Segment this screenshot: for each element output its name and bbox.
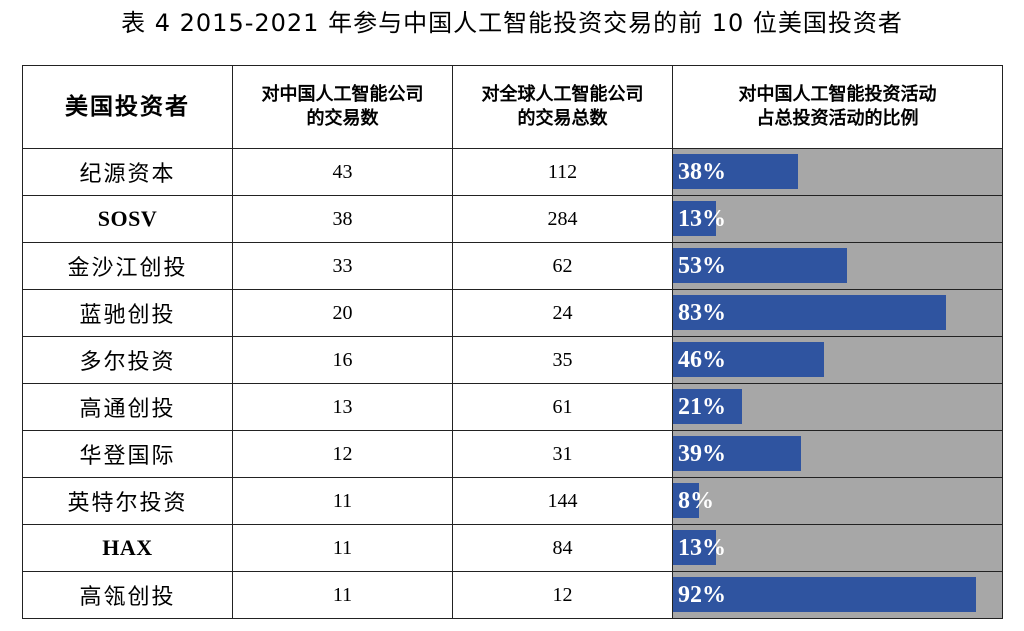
global-deals-value: 284	[452, 195, 673, 243]
share-bar-track: 53%	[672, 242, 1003, 290]
header-china-deals: 对中国人工智能公司 的交易数	[232, 65, 453, 149]
table-row: 纪源资本 43 112 38%	[22, 148, 1003, 196]
investor-name: 蓝驰创投	[22, 289, 233, 337]
china-deals-value: 43	[232, 148, 453, 196]
investor-name: HAX	[22, 524, 233, 572]
china-deals-value: 13	[232, 383, 453, 431]
share-label: 8%	[678, 487, 714, 514]
share-bar-track: 13%	[672, 195, 1003, 243]
share-bar-track: 46%	[672, 336, 1003, 384]
header-ratio-line2: 占总投资活动的比例	[756, 108, 919, 129]
header-china-deals-line2: 的交易数	[306, 108, 379, 129]
share-bar	[673, 577, 976, 612]
investor-name: 多尔投资	[22, 336, 233, 384]
china-deals-value: 38	[232, 195, 453, 243]
header-china-deals-line1: 对中国人工智能公司	[261, 84, 424, 105]
investor-name: 英特尔投资	[22, 477, 233, 525]
global-deals-value: 84	[452, 524, 673, 572]
investor-name: SOSV	[22, 195, 233, 243]
share-bar	[673, 436, 802, 471]
global-deals-value: 35	[452, 336, 673, 384]
table-row: HAX 11 84 13%	[22, 524, 1003, 572]
share-bar	[673, 201, 716, 236]
table-row: 金沙江创投 33 62 53%	[22, 242, 1003, 290]
china-deals-value: 11	[232, 571, 453, 619]
global-deals-value: 61	[452, 383, 673, 431]
share-label: 92%	[678, 581, 726, 608]
global-deals-value: 24	[452, 289, 673, 337]
global-deals-value: 144	[452, 477, 673, 525]
table-row: SOSV 38 284 13%	[22, 195, 1003, 243]
china-deals-value: 11	[232, 477, 453, 525]
table-row: 高瓴创投 11 12 92%	[22, 571, 1003, 619]
investor-table: 美国投资者 对中国人工智能公司 的交易数 对全球人工智能公司 的交易总数 对中国…	[22, 65, 1003, 619]
share-bar	[673, 483, 700, 518]
share-label: 53%	[678, 252, 726, 279]
global-deals-value: 31	[452, 430, 673, 478]
share-label: 39%	[678, 440, 726, 467]
china-deals-value: 33	[232, 242, 453, 290]
share-bar-track: 92%	[672, 571, 1003, 619]
header-global-deals-line2: 的交易总数	[517, 108, 608, 129]
global-deals-value: 62	[452, 242, 673, 290]
table-row: 高通创投 13 61 21%	[22, 383, 1003, 431]
share-bar-track: 13%	[672, 524, 1003, 572]
share-label: 83%	[678, 299, 726, 326]
investor-name: 纪源资本	[22, 148, 233, 196]
share-label: 38%	[678, 158, 726, 185]
share-bar-track: 21%	[672, 383, 1003, 431]
header-ratio-line1: 对中国人工智能投资活动	[738, 84, 937, 105]
share-bar	[673, 342, 825, 377]
table-row: 华登国际 12 31 39%	[22, 430, 1003, 478]
share-label: 21%	[678, 393, 726, 420]
investor-name: 金沙江创投	[22, 242, 233, 290]
share-label: 46%	[678, 346, 726, 373]
share-label: 13%	[678, 534, 726, 561]
china-deals-value: 20	[232, 289, 453, 337]
global-deals-value: 12	[452, 571, 673, 619]
share-bar-track: 38%	[672, 148, 1003, 196]
global-deals-value: 112	[452, 148, 673, 196]
header-investor: 美国投资者	[22, 65, 233, 149]
header-investor-label: 美国投资者	[65, 94, 190, 120]
china-deals-value: 12	[232, 430, 453, 478]
share-bar-track: 39%	[672, 430, 1003, 478]
share-bar	[673, 154, 799, 189]
header-row: 美国投资者 对中国人工智能公司 的交易数 对全球人工智能公司 的交易总数 对中国…	[22, 65, 1003, 149]
investor-name: 华登国际	[22, 430, 233, 478]
table-body: 纪源资本 43 112 38% SOSV 38 284 13% 金沙江创投 33 62 53% 蓝驰创投…	[22, 148, 1003, 619]
china-deals-value: 11	[232, 524, 453, 572]
header-global-deals: 对全球人工智能公司 的交易总数	[452, 65, 673, 149]
share-bar	[673, 530, 716, 565]
share-label: 13%	[678, 205, 726, 232]
table-row: 英特尔投资 11 144 8%	[22, 477, 1003, 525]
share-bar	[673, 248, 848, 283]
share-bar	[673, 295, 947, 330]
chart-title: 表 4 2015-2021 年参与中国人工智能投资交易的前 10 位美国投资者	[121, 9, 903, 37]
table-row: 多尔投资 16 35 46%	[22, 336, 1003, 384]
share-bar-track: 8%	[672, 477, 1003, 525]
header-ratio: 对中国人工智能投资活动 占总投资活动的比例	[672, 65, 1003, 149]
table-row: 蓝驰创投 20 24 83%	[22, 289, 1003, 337]
header-global-deals-line1: 对全球人工智能公司	[481, 84, 644, 105]
china-deals-value: 16	[232, 336, 453, 384]
share-bar-track: 83%	[672, 289, 1003, 337]
share-bar	[673, 389, 743, 424]
investor-name: 高通创投	[22, 383, 233, 431]
investor-name: 高瓴创投	[22, 571, 233, 619]
